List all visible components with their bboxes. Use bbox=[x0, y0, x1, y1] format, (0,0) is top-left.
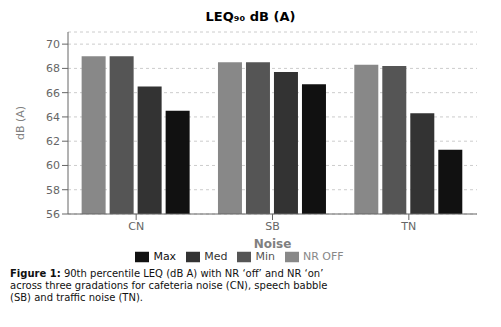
svg-text:62: 62 bbox=[46, 135, 60, 148]
html-text:Med: Med bbox=[204, 250, 228, 263]
svg-text:dB (A): dB (A) bbox=[14, 106, 27, 140]
svg-text:60: 60 bbox=[46, 159, 60, 172]
html-text:Min: Min bbox=[255, 250, 275, 263]
html-text:LEQ₉₀ dB (A): LEQ₉₀ dB (A) bbox=[205, 9, 296, 24]
html-text:Max: Max bbox=[153, 250, 177, 263]
svg-text:TN: TN bbox=[400, 220, 416, 233]
svg-text:CN: CN bbox=[128, 220, 144, 233]
svg-text:SB: SB bbox=[265, 220, 280, 233]
svg-text:56: 56 bbox=[46, 208, 60, 221]
svg-text:66: 66 bbox=[46, 87, 60, 100]
svg-text:58: 58 bbox=[46, 184, 60, 197]
svg-text:70: 70 bbox=[46, 38, 60, 51]
html-text:NR OFF: NR OFF bbox=[302, 250, 344, 263]
svg-text:Noise: Noise bbox=[254, 237, 292, 251]
svg-text:68: 68 bbox=[46, 62, 60, 75]
html-text:Figure 1: 90th percentile LEQ: Figure 1: 90th percentile LEQ (dB A) wit… bbox=[10, 268, 328, 303]
svg-text:64: 64 bbox=[46, 111, 60, 124]
